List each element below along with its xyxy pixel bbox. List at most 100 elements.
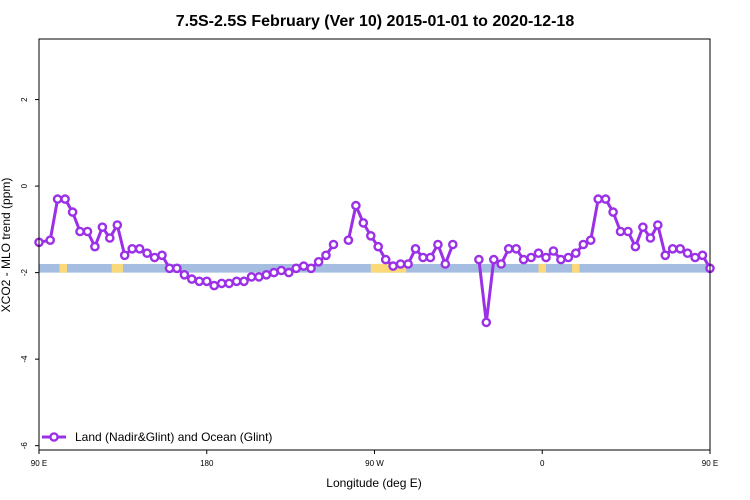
land-band-segment	[572, 263, 580, 273]
data-point	[556, 254, 566, 265]
data-point	[600, 194, 611, 204]
data-point	[667, 243, 678, 254]
data-point	[216, 278, 227, 289]
land-band-segment	[111, 263, 123, 273]
legend: Land (Nadir&Glint) and Ocean (Glint)	[42, 430, 272, 444]
y-tick-label: 2	[20, 97, 29, 102]
series-line-segment	[346, 204, 455, 268]
data-point	[172, 263, 182, 274]
data-point	[481, 317, 492, 328]
data-point	[60, 194, 70, 204]
data-point	[67, 207, 78, 217]
data-point	[645, 233, 656, 243]
data-point	[511, 243, 522, 254]
data-point	[526, 252, 536, 263]
data-point	[283, 267, 294, 278]
data-point	[365, 230, 376, 241]
y-tick-label: -4	[20, 355, 29, 363]
data-point	[164, 263, 175, 274]
data-point	[134, 243, 145, 254]
data-point	[52, 194, 63, 204]
data-point	[306, 263, 316, 274]
data-point	[425, 252, 436, 263]
data-point	[276, 265, 287, 276]
data-point	[496, 259, 507, 269]
data-point	[291, 263, 302, 274]
data-point	[518, 254, 529, 265]
data-point	[447, 239, 458, 250]
x-tick-label: 90 W	[365, 459, 384, 468]
data-point	[690, 252, 700, 263]
data-point	[75, 226, 85, 237]
data-point	[403, 259, 413, 269]
land-band-segment	[59, 263, 67, 273]
data-point	[343, 235, 354, 245]
data-point	[119, 250, 130, 261]
data-point	[239, 276, 249, 287]
data-point	[638, 222, 648, 232]
data-point	[149, 252, 160, 263]
data-point	[142, 248, 152, 258]
data-point	[488, 254, 499, 265]
data-point	[269, 267, 279, 278]
surface-type-band	[39, 263, 710, 273]
data-point	[474, 254, 484, 265]
data-point	[533, 248, 544, 258]
data-point	[112, 220, 123, 230]
legend-marker-swatch	[49, 432, 59, 442]
data-point	[697, 250, 708, 261]
data-point	[261, 269, 272, 280]
chart-title: 7.5S-2.5S February (Ver 10) 2015-01-01 t…	[176, 13, 575, 30]
data-point	[201, 276, 212, 287]
data-point	[254, 272, 264, 282]
x-tick-label: 90 E	[31, 459, 47, 468]
data-point	[380, 254, 391, 265]
x-tick-label: 0	[540, 459, 545, 468]
data-point	[615, 226, 626, 237]
data-point	[623, 226, 633, 237]
legend-entry-label: Land (Nadir&Glint) and Ocean (Glint)	[75, 430, 272, 444]
series-line-segment	[477, 197, 712, 324]
data-point	[578, 239, 589, 250]
land-band-segment	[370, 263, 407, 273]
data-point	[97, 222, 108, 232]
data-point	[358, 218, 369, 228]
data-point	[593, 194, 604, 204]
data-point	[321, 250, 331, 261]
data-point	[105, 233, 115, 243]
data-point	[246, 272, 257, 282]
data-point	[395, 259, 406, 269]
data-point	[585, 235, 596, 245]
data-point	[224, 278, 234, 289]
data-point	[653, 220, 663, 230]
data-point	[682, 248, 693, 258]
data-point	[433, 239, 443, 250]
data-point	[328, 239, 339, 250]
data-point	[194, 276, 205, 287]
data-point	[373, 241, 384, 252]
data-point	[563, 252, 574, 263]
y-tick-label: -6	[20, 442, 29, 450]
data-point	[90, 241, 100, 252]
y-axis: 2 0 -2 -4 -6	[20, 97, 39, 449]
data-point	[630, 241, 641, 252]
data-point	[186, 274, 197, 284]
data-point	[503, 243, 514, 254]
data-point	[548, 246, 559, 256]
data-point	[541, 252, 551, 263]
x-axis-label: Longitude (deg E)	[326, 476, 421, 490]
data-point	[675, 243, 686, 254]
data-point	[313, 256, 324, 267]
data-series	[34, 194, 715, 328]
y-axis-label: XCO2 - MLO trend (ppm)	[0, 178, 13, 313]
data-point	[157, 250, 167, 261]
data-point	[231, 276, 242, 287]
data-point	[660, 250, 671, 261]
x-tick-label: 90 E	[702, 459, 718, 468]
data-point	[440, 259, 451, 269]
x-axis: 90 E 180 90 W 0 90 E	[31, 450, 718, 468]
y-tick-label: -2	[20, 268, 29, 276]
land-band-segment	[538, 263, 546, 273]
data-point	[410, 243, 421, 254]
